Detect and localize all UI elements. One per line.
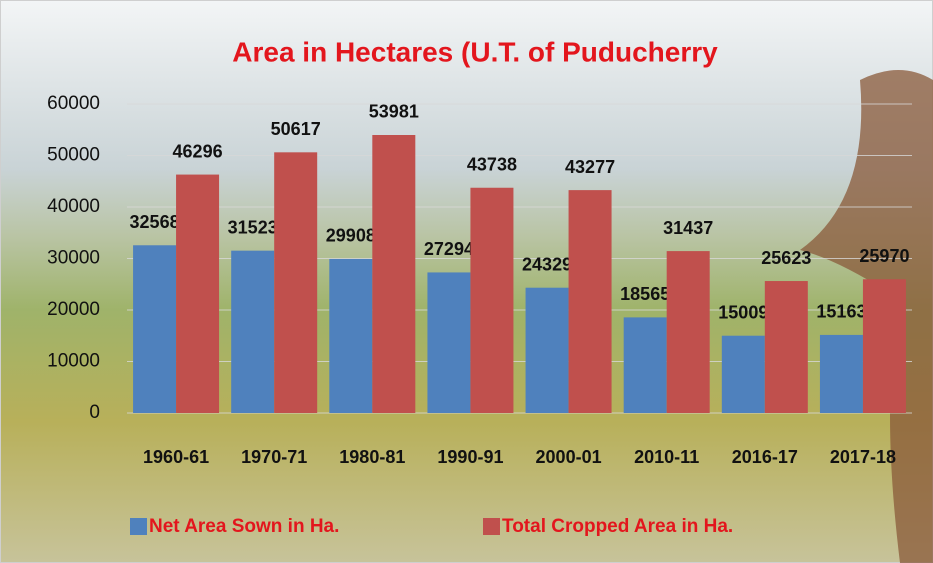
bar: [764, 281, 808, 413]
x-tick-label: 2016-17: [732, 447, 798, 467]
chart-title: Area in Hectares (U.T. of Puducherry: [232, 36, 718, 67]
bar: [274, 152, 318, 413]
bar: [329, 258, 373, 413]
bar: [427, 272, 471, 413]
x-tick-label: 2010-11: [634, 447, 699, 467]
data-label: 29908: [326, 226, 376, 246]
x-tick-label: 1960-61: [143, 447, 209, 467]
data-label: 32568: [130, 212, 180, 232]
bar: [231, 250, 275, 413]
y-tick-label: 30000: [47, 248, 100, 269]
data-label: 15009: [718, 302, 768, 322]
x-tick-label: 1980-81: [339, 447, 405, 467]
data-label: 31523: [228, 217, 278, 237]
bar: [623, 317, 667, 413]
legend-swatch: [130, 518, 147, 535]
x-tick-label: 1990-91: [437, 447, 503, 467]
data-label: 15163: [816, 302, 866, 322]
data-label: 43738: [467, 154, 517, 174]
person-silhouette: [800, 70, 933, 563]
x-tick-label: 2000-01: [536, 447, 602, 467]
y-tick-label: 20000: [47, 299, 100, 320]
data-label: 31437: [663, 218, 713, 238]
y-tick-label: 0: [89, 402, 100, 423]
legend-label: Total Cropped Area in Ha.: [502, 516, 733, 537]
legend-swatch: [483, 518, 500, 535]
y-tick-label: 10000: [47, 351, 100, 372]
bar: [133, 245, 177, 413]
data-label: 53981: [369, 102, 419, 122]
bar: [525, 287, 569, 413]
x-tick-label: 1970-71: [241, 447, 307, 467]
data-label: 46296: [173, 141, 223, 161]
x-tick-label: 2017-18: [830, 447, 896, 467]
data-label: 25623: [761, 248, 811, 268]
data-label: 18565: [620, 284, 670, 304]
y-tick-label: 50000: [47, 145, 100, 166]
bar: [372, 134, 416, 413]
y-tick-label: 40000: [47, 196, 100, 217]
bar: [568, 190, 612, 413]
data-label: 25970: [859, 246, 909, 266]
data-label: 50617: [271, 119, 321, 139]
bar: [666, 251, 710, 413]
bar: [819, 334, 863, 413]
bar: [470, 187, 514, 413]
data-label: 24329: [522, 254, 572, 274]
data-label: 43277: [565, 157, 615, 177]
y-tick-label: 60000: [47, 93, 100, 114]
data-label: 27294: [424, 239, 474, 259]
bar: [862, 279, 906, 413]
legend-label: Net Area Sown in Ha.: [149, 516, 339, 537]
bar: [176, 174, 220, 413]
bar: [721, 335, 765, 413]
